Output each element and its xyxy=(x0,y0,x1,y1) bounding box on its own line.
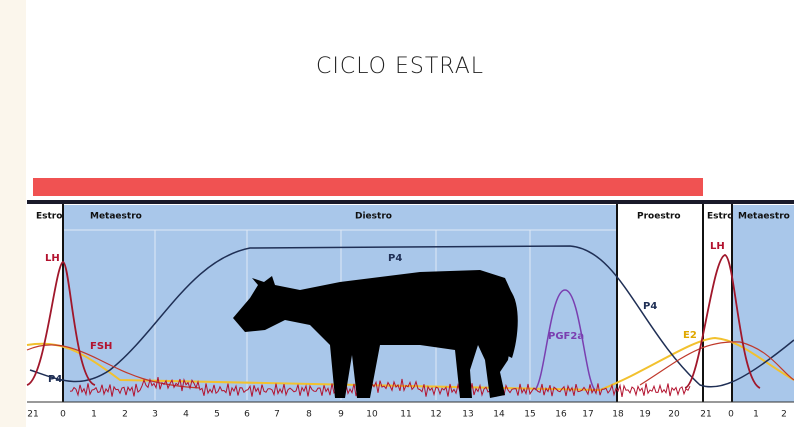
phase-label: Proestro xyxy=(637,212,681,222)
hormone-label: LH xyxy=(710,241,725,252)
day-label: 5 xyxy=(214,410,220,420)
day-label: 13 xyxy=(462,410,473,420)
day-label: 21 xyxy=(700,410,711,420)
day-label: 17 xyxy=(582,410,593,420)
day-label: 18 xyxy=(612,410,624,420)
phase-label: Metaestro xyxy=(738,212,790,222)
day-label: 15 xyxy=(524,410,535,420)
day-label: 0 xyxy=(60,410,66,420)
title: CICLO ESTRAL xyxy=(316,54,484,79)
hormone-label: LH xyxy=(45,253,60,264)
day-label: 8 xyxy=(306,410,312,420)
day-label: 21 xyxy=(27,410,38,420)
day-label: 20 xyxy=(668,410,680,420)
day-label: 2 xyxy=(122,410,128,420)
day-label: 6 xyxy=(244,410,250,420)
phase-label: Metaestro xyxy=(90,212,142,222)
day-label: 16 xyxy=(555,410,567,420)
hormone-label: FSH xyxy=(90,341,112,352)
day-label: 10 xyxy=(366,410,378,420)
day-label: 3 xyxy=(152,410,158,420)
day-label: 7 xyxy=(274,410,280,420)
day-label: 14 xyxy=(493,410,505,420)
hormone-label: P4 xyxy=(388,253,402,264)
phase-label: Estro xyxy=(707,212,733,222)
day-label: 4 xyxy=(183,410,189,420)
day-label: 0 xyxy=(728,410,734,420)
hormone-label: P4 xyxy=(48,374,62,385)
day-label: 9 xyxy=(338,410,344,420)
red-bar xyxy=(33,178,703,196)
day-label: 12 xyxy=(430,410,441,420)
phase-label: Estro xyxy=(36,212,62,222)
day-label: 2 xyxy=(781,410,787,420)
hormone-label: PGF2a xyxy=(548,331,584,342)
day-label: 11 xyxy=(400,410,411,420)
hormone-label: E2 xyxy=(683,330,697,341)
day-label: 1 xyxy=(753,410,759,420)
hormone-label: P4 xyxy=(643,301,657,312)
top-border xyxy=(27,200,794,204)
slide: CICLO ESTRAL Estro Metaestro Diestro Proest… xyxy=(0,0,794,427)
day-label: 19 xyxy=(639,410,651,420)
phase-label: Diestro xyxy=(355,212,392,222)
margin xyxy=(0,0,26,427)
day-label: 1 xyxy=(91,410,97,420)
